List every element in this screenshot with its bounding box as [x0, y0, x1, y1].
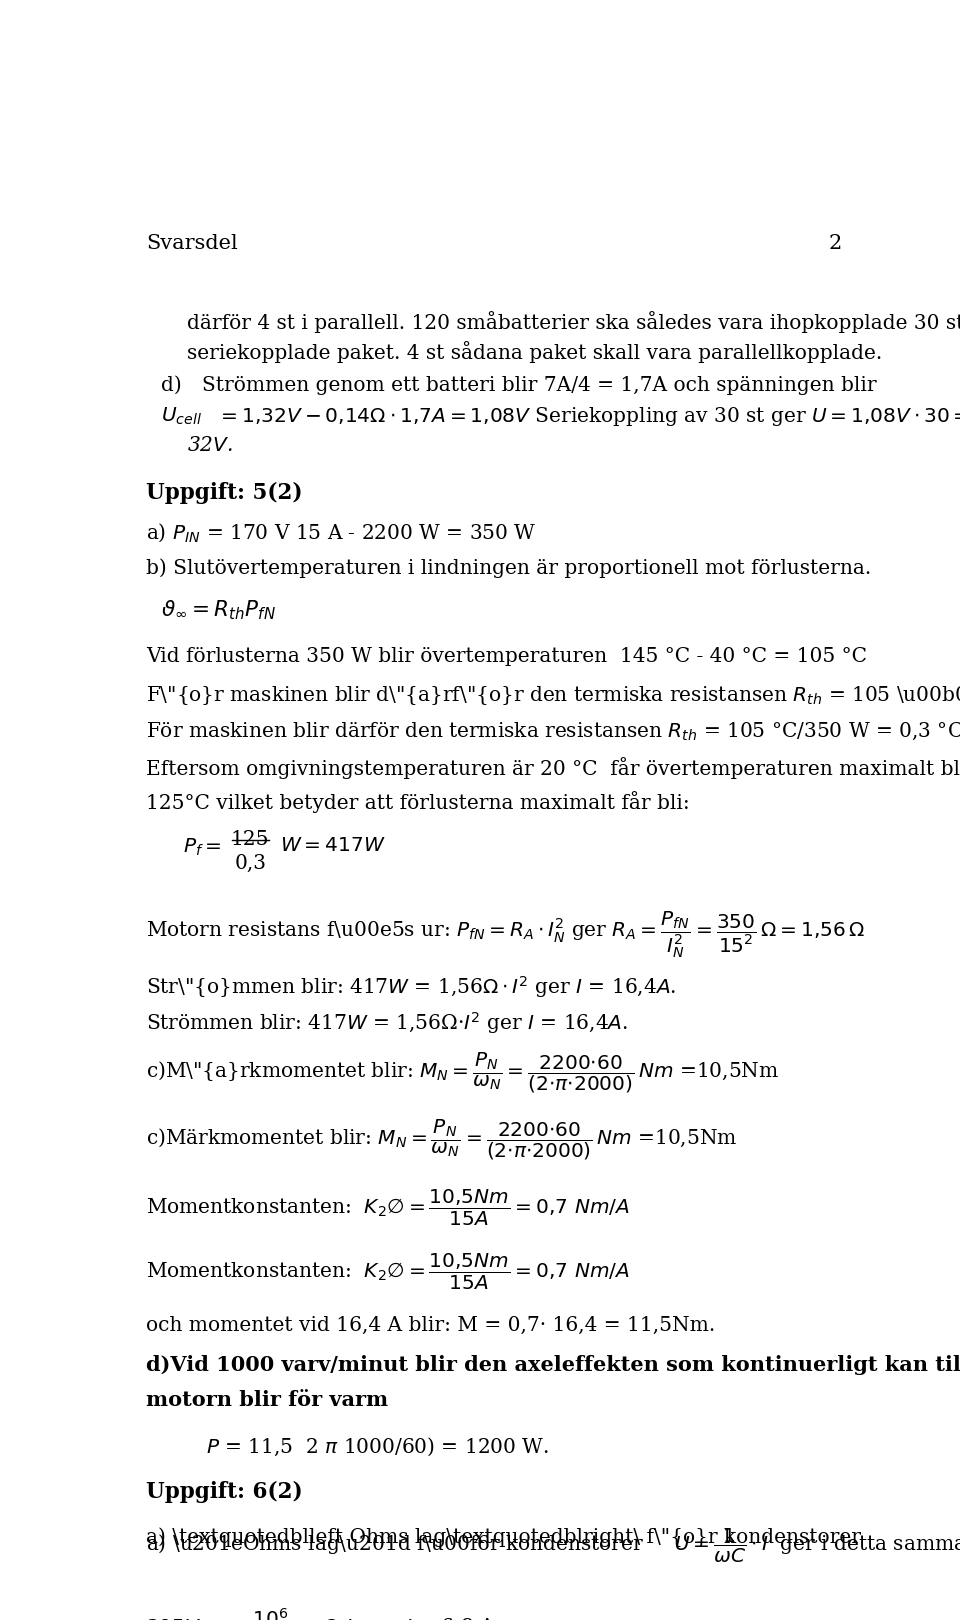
Text: Momentkonstanten:  $K_2\varnothing = \dfrac{10{,}5Nm}{15A} = 0{,}7\ Nm/A$: Momentkonstanten: $K_2\varnothing = \dfr… — [146, 1187, 630, 1228]
Text: Motorn resistans f\u00e5s ur: $P_{fN} = R_A \cdot I_N^2$ ger $R_A = \dfrac{P_{fN: Motorn resistans f\u00e5s ur: $P_{fN} = … — [146, 910, 865, 961]
Text: $\vartheta_{\infty} = R_{th} P_{fN}$: $\vartheta_{\infty} = R_{th} P_{fN}$ — [161, 598, 276, 622]
Text: d) Strömmen genom ett batteri blir 7A/4 = 1,7A och spänningen blir: d) Strömmen genom ett batteri blir 7A/4 … — [161, 374, 876, 395]
Text: Strömmen blir: 417$W$ = 1,56Ω·$I^2$ ger $I$ = 16,4$A$.: Strömmen blir: 417$W$ = 1,56Ω·$I^2$ ger … — [146, 1011, 628, 1037]
Text: Vid förlusterna 350 W blir övertemperaturen  145 °C - 40 °C = 105 °C: Vid förlusterna 350 W blir övertemperatu… — [146, 646, 867, 666]
Text: 2: 2 — [828, 235, 842, 253]
Text: 0,3: 0,3 — [234, 854, 266, 873]
Text: c)Märkmomentet blir: $M_N = \dfrac{P_N}{\omega_N} = \dfrac{2200{\cdot}60}{(2{\cd: c)Märkmomentet blir: $M_N = \dfrac{P_N}{… — [146, 1118, 737, 1162]
Text: Uppgift: 5(2): Uppgift: 5(2) — [146, 481, 302, 504]
Text: $W = 417W$: $W = 417W$ — [280, 836, 386, 855]
Text: seriekopplade paket. 4 st sådana paket skall vara parallellkopplade.: seriekopplade paket. 4 st sådana paket s… — [187, 342, 882, 363]
Text: och momentet vid 16,4 A blir: M = 0,7· 16,4 = 11,5Nm.: och momentet vid 16,4 A blir: M = 0,7· 1… — [146, 1315, 715, 1335]
Text: För maskinen blir därför den termiska resistansen $R_{th}$ = 105 °C/350 W = 0,3 : För maskinen blir därför den termiska re… — [146, 721, 960, 742]
Text: 125°C vilket betyder att förlusterna maximalt får bli:: 125°C vilket betyder att förlusterna max… — [146, 791, 690, 813]
Text: därför 4 st i parallell. 120 småbatterier ska således vara ihopkopplade 30 st i: därför 4 st i parallell. 120 småbatterie… — [187, 311, 960, 332]
Text: b) Slutövertemperaturen i lindningen är proportionell mot förlusterna.: b) Slutövertemperaturen i lindningen är … — [146, 559, 872, 578]
Text: motorn blir för varm: motorn blir för varm — [146, 1390, 388, 1409]
Text: Momentkonstanten:  $K_2\varnothing = \dfrac{10{,}5Nm}{15A} = 0{,}7\ Nm/A$: Momentkonstanten: $K_2\varnothing = \dfr… — [146, 1252, 630, 1293]
Text: a) \u201eOhms lag\u201d f\u00f6r kondenstorer     $U = \dfrac{1}{\omega C} \cdot: a) \u201eOhms lag\u201d f\u00f6r kondens… — [146, 1528, 960, 1565]
Text: $P_f =$: $P_f =$ — [183, 836, 222, 857]
Text: a) $P_{IN}$ = 170 V 15 A - 2200 W = 350 W: a) $P_{IN}$ = 170 V 15 A - 2200 W = 350 … — [146, 522, 537, 544]
Text: Str\"{o}mmen blir: 417$W$ = 1,56$\Omega \cdot I^2$ ger $I$ = 16,4$A$.: Str\"{o}mmen blir: 417$W$ = 1,56$\Omega … — [146, 974, 677, 1000]
Text: 125: 125 — [231, 829, 270, 849]
Text: d)Vid 1000 varv/minut blir den axeleffekten som kontinuerligt kan tillåtas utan : d)Vid 1000 varv/minut blir den axeleffek… — [146, 1353, 960, 1375]
Text: a) \textquotedblleft Ohms lag\textquotedblright\ f\"{o}r kondenstorer: a) \textquotedblleft Ohms lag\textquoted… — [146, 1528, 861, 1547]
Text: Uppgift: 6(2): Uppgift: 6(2) — [146, 1481, 302, 1503]
Text: $395V = \dfrac{10^6}{2{\cdot}\pi{\cdot}50{\cdot}55}\,\Omega{\cdot}I$  ger $I$ = : $395V = \dfrac{10^6}{2{\cdot}\pi{\cdot}5… — [146, 1607, 496, 1620]
Text: c)M\"{a}rkmomentet blir: $M_N = \dfrac{P_N}{\omega_N} = \dfrac{2200{\cdot}60}{(2: c)M\"{a}rkmomentet blir: $M_N = \dfrac{P… — [146, 1050, 780, 1095]
Text: F\"{o}r maskinen blir d\"{a}rf\"{o}r den termiska resistansen $R_{th}$ = 105 \u0: F\"{o}r maskinen blir d\"{a}rf\"{o}r den… — [146, 684, 960, 706]
Text: Eftersom omgivningstemperaturen är 20 °C  får övertemperaturen maximalt bli: Eftersom omgivningstemperaturen är 20 °C… — [146, 757, 960, 779]
Text: $P$ = 11,5  2 $\pi$ 1000/60) = 1200 W.: $P$ = 11,5 2 $\pi$ 1000/60) = 1200 W. — [205, 1435, 548, 1458]
Text: 32$V$.: 32$V$. — [187, 436, 233, 455]
Text: $U_{cell}$: $U_{cell}$ — [161, 405, 202, 426]
Text: Svarsdel: Svarsdel — [146, 235, 238, 253]
Text: $= 1{,}32V - 0{,}14\Omega \cdot 1{,}7A = 1{,}08V$ Seriekoppling av 30 st ger $U : $= 1{,}32V - 0{,}14\Omega \cdot 1{,}7A =… — [217, 405, 960, 428]
